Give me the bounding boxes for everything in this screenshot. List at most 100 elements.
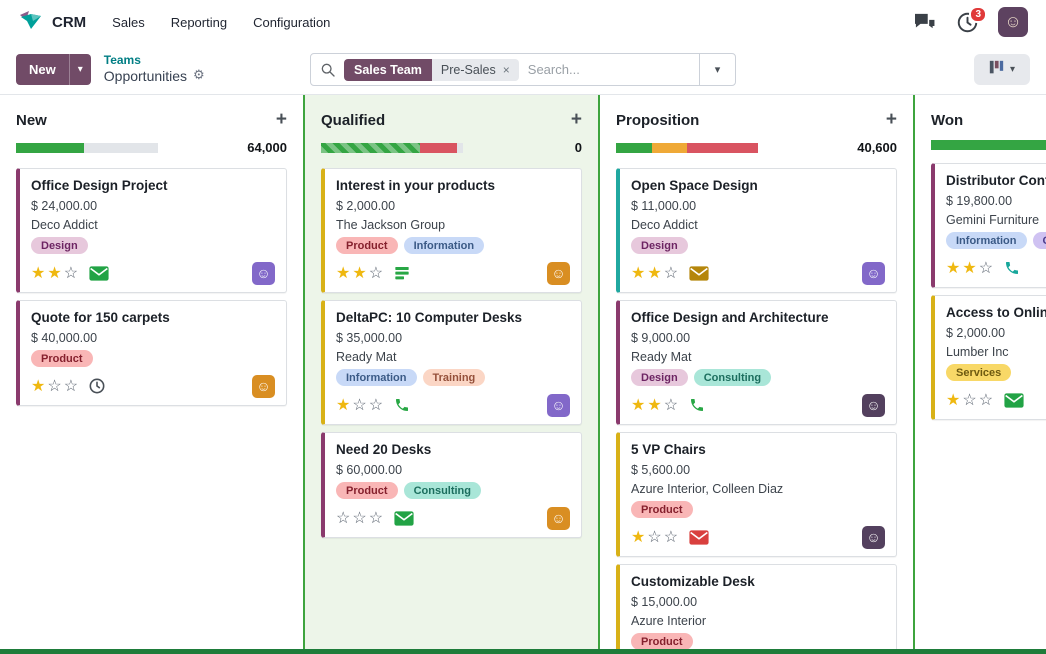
progress-segment[interactable] <box>321 142 421 153</box>
progress-segment[interactable] <box>616 142 652 153</box>
tag[interactable]: Product <box>336 237 398 254</box>
clock-icon[interactable] <box>89 378 105 394</box>
progress-segment[interactable] <box>651 142 687 153</box>
tag[interactable]: Product <box>31 350 93 367</box>
view-switcher-button[interactable]: ▾ <box>974 53 1030 85</box>
envelope-icon[interactable] <box>689 265 709 281</box>
facet-label[interactable]: Sales Team <box>344 58 432 81</box>
star-icon[interactable]: ☆ <box>352 397 369 414</box>
progress-segment[interactable] <box>687 142 758 153</box>
add-record-icon[interactable]: + <box>570 109 582 130</box>
gear-icon[interactable]: ⚙ <box>193 67 205 83</box>
star-icon[interactable]: ★ <box>946 392 963 409</box>
tag[interactable]: Product <box>631 633 693 650</box>
kanban-card[interactable]: 5 VP Chairs $ 5,600.00 Azure Interior, Co… <box>616 432 897 557</box>
menu-configuration[interactable]: Configuration <box>253 14 331 30</box>
avatar[interactable]: ☺ <box>547 506 570 530</box>
new-button-caret[interactable]: ▾ <box>68 53 91 85</box>
star-icon[interactable]: ★ <box>31 378 48 395</box>
star-icon[interactable]: ★ <box>946 260 963 277</box>
close-icon[interactable]: × <box>502 62 510 77</box>
kanban-card[interactable]: Distributor Contra $ 19,800.00 Gemini Fur… <box>931 163 1046 288</box>
crm-app-logo-icon[interactable] <box>18 9 44 35</box>
kanban-card[interactable]: Customizable Desk $ 15,000.00 Azure Inter… <box>616 564 897 654</box>
star-icon[interactable]: ☆ <box>368 265 386 282</box>
tag[interactable]: Product <box>336 482 398 499</box>
column-progressbar[interactable] <box>16 142 158 153</box>
new-button[interactable]: New <box>16 53 69 85</box>
star-icon[interactable]: ☆ <box>336 510 353 527</box>
avatar[interactable]: ☺ <box>862 525 885 549</box>
star-icon[interactable]: ★ <box>352 265 369 282</box>
kanban-card[interactable]: Open Space Design $ 11,000.00 Deco Addict… <box>616 168 897 293</box>
tag[interactable]: Design <box>631 237 688 254</box>
star-icon[interactable]: ☆ <box>978 260 996 277</box>
star-icon[interactable]: ★ <box>631 397 648 414</box>
star-icon[interactable]: ★ <box>962 260 979 277</box>
phone-icon[interactable] <box>1004 260 1020 276</box>
menu-reporting[interactable]: Reporting <box>170 14 228 30</box>
avatar[interactable]: ☺ <box>252 261 275 285</box>
user-avatar[interactable]: ☺ <box>998 7 1028 37</box>
tag[interactable]: Product <box>631 501 693 518</box>
star-icon[interactable]: ☆ <box>663 529 681 546</box>
kanban-card[interactable]: Office Design and Architecture $ 9,000.0… <box>616 300 897 425</box>
star-icon[interactable]: ☆ <box>368 510 386 527</box>
tag[interactable]: Information <box>336 369 417 386</box>
star-icon[interactable]: ☆ <box>978 392 996 409</box>
star-icon[interactable]: ★ <box>47 265 64 282</box>
tag[interactable]: Training <box>422 369 486 386</box>
avatar[interactable]: ☺ <box>252 374 275 398</box>
column-progressbar[interactable] <box>616 142 758 153</box>
search-bar[interactable]: Sales Team Pre-Sales × ▾ <box>310 53 736 86</box>
star-icon[interactable]: ☆ <box>352 510 369 527</box>
star-icon[interactable]: ★ <box>631 265 648 282</box>
envelope-icon[interactable] <box>1004 392 1024 408</box>
kanban-card[interactable]: Need 20 Desks $ 60,000.00 Product Consulti… <box>321 432 582 538</box>
star-icon[interactable]: ★ <box>647 397 664 414</box>
progress-segment[interactable] <box>420 142 458 153</box>
add-record-icon[interactable]: + <box>275 109 287 130</box>
star-icon[interactable]: ★ <box>336 397 353 414</box>
star-icon[interactable]: ☆ <box>63 378 81 395</box>
progress-segment[interactable] <box>16 142 85 153</box>
column-progressbar[interactable] <box>931 140 1046 150</box>
kanban-card[interactable]: Access to Online C $ 2,000.00 Lumber Inc S… <box>931 295 1046 420</box>
tag[interactable]: Other <box>1032 232 1046 249</box>
tag[interactable]: Consulting <box>403 482 481 499</box>
tag[interactable]: Consulting <box>693 369 772 386</box>
star-icon[interactable]: ☆ <box>368 397 386 414</box>
column-progressbar[interactable] <box>321 142 463 153</box>
envelope-icon[interactable] <box>89 265 109 281</box>
tag[interactable]: Design <box>631 369 688 386</box>
activity-clock-icon[interactable]: 3 <box>957 5 987 33</box>
avatar[interactable]: ☺ <box>862 393 885 417</box>
tag[interactable]: Services <box>946 364 1012 381</box>
kanban-card[interactable]: Office Design Project $ 24,000.00 Deco Ad… <box>16 168 287 293</box>
star-icon[interactable]: ★ <box>631 529 648 546</box>
tag[interactable]: Information <box>403 237 485 254</box>
avatar[interactable]: ☺ <box>862 261 885 285</box>
tag[interactable]: Information <box>946 232 1027 249</box>
facet-value[interactable]: Pre-Sales × <box>431 58 519 81</box>
star-icon[interactable]: ★ <box>647 265 664 282</box>
phone-icon[interactable] <box>394 397 410 413</box>
tag[interactable]: Design <box>31 237 88 254</box>
star-icon[interactable]: ☆ <box>663 265 681 282</box>
search-dropdown-toggle[interactable]: ▾ <box>699 54 735 85</box>
avatar[interactable]: ☺ <box>547 261 570 285</box>
star-icon[interactable]: ☆ <box>962 392 979 409</box>
kanban-card[interactable]: DeltaPC: 10 Computer Desks $ 35,000.00 Re… <box>321 300 582 425</box>
phone-icon[interactable] <box>689 397 705 413</box>
search-input[interactable] <box>527 62 699 77</box>
star-icon[interactable]: ★ <box>31 265 48 282</box>
kanban-card[interactable]: Quote for 150 carpets $ 40,000.00 Product… <box>16 300 287 406</box>
menu-sales[interactable]: Sales <box>112 14 145 30</box>
envelope-icon[interactable] <box>689 529 709 545</box>
breadcrumb-teams-link[interactable]: Teams <box>103 53 141 68</box>
star-icon[interactable]: ☆ <box>63 265 81 282</box>
progress-segment[interactable] <box>931 140 1046 150</box>
messages-icon[interactable] <box>913 12 937 32</box>
star-icon[interactable]: ★ <box>336 265 353 282</box>
add-record-icon[interactable]: + <box>885 109 897 130</box>
